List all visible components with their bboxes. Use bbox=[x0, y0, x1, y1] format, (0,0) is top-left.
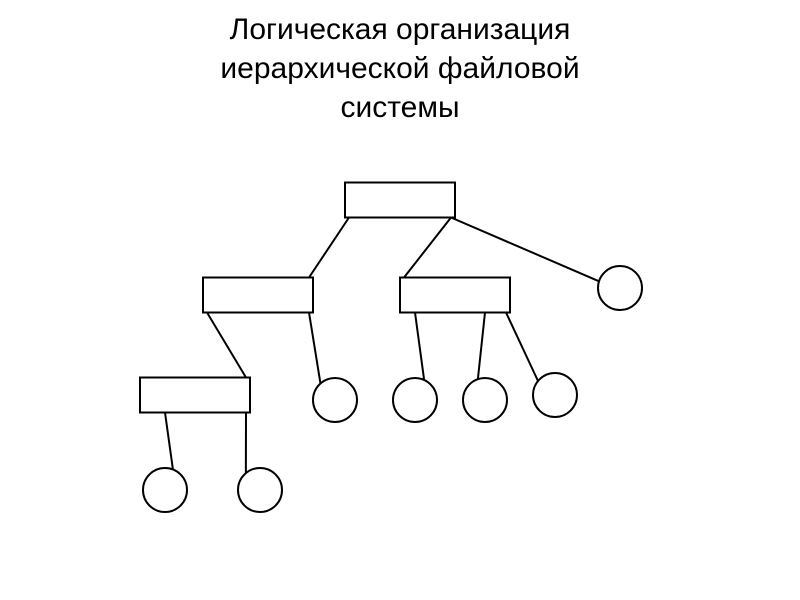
nodes-layer bbox=[140, 183, 642, 513]
edges-layer bbox=[165, 218, 599, 474]
file-node bbox=[313, 378, 357, 422]
edge bbox=[415, 313, 424, 380]
directory-node bbox=[345, 183, 455, 218]
edge bbox=[478, 313, 485, 380]
edge bbox=[309, 313, 320, 384]
edge bbox=[207, 313, 246, 378]
edge bbox=[404, 218, 451, 278]
file-node bbox=[533, 373, 577, 417]
file-node bbox=[393, 378, 437, 422]
edge bbox=[309, 218, 349, 278]
file-node bbox=[598, 266, 642, 310]
edge bbox=[506, 313, 538, 381]
file-node bbox=[238, 468, 282, 512]
directory-node bbox=[203, 278, 313, 313]
directory-node bbox=[140, 378, 250, 413]
file-node bbox=[463, 378, 507, 422]
edge bbox=[165, 413, 173, 470]
tree-diagram bbox=[0, 0, 800, 600]
file-node bbox=[143, 468, 187, 512]
directory-node bbox=[400, 278, 510, 313]
edge bbox=[451, 218, 599, 282]
